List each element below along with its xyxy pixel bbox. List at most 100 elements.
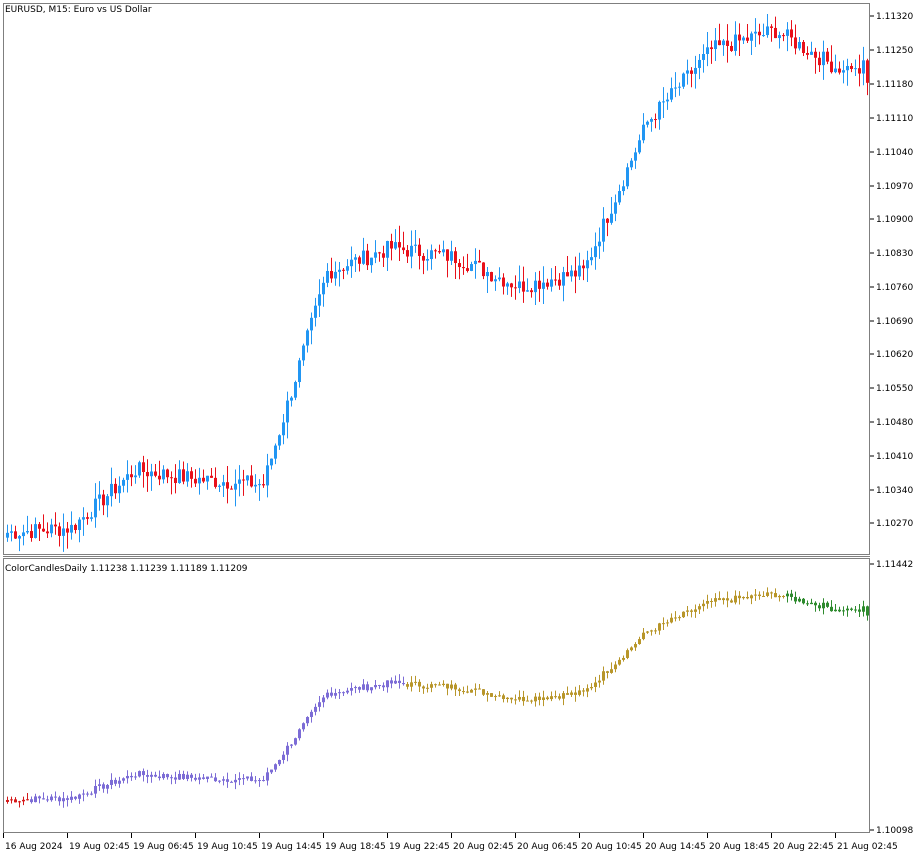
indicator-candle xyxy=(82,789,85,802)
price-tick-label: 1.10970 xyxy=(876,182,913,192)
indicator-candle xyxy=(730,598,733,603)
indicator-candle xyxy=(442,680,445,687)
indicator-candle xyxy=(266,767,269,786)
indicator-candle-body xyxy=(314,706,317,712)
main-candle xyxy=(166,468,169,484)
main-candle-body xyxy=(722,40,725,46)
indicator-candle-body xyxy=(258,780,261,782)
main-candle-body xyxy=(38,524,41,529)
main-candle-body xyxy=(586,260,589,269)
indicator-candle xyxy=(70,791,73,803)
indicator-candle-body xyxy=(254,780,257,782)
price-tick-label: 1.10900 xyxy=(876,215,913,225)
indicator-candle xyxy=(750,594,753,605)
indicator-candle-body xyxy=(218,780,221,782)
indicator-candle-body xyxy=(802,598,805,604)
indicator-candle xyxy=(334,688,337,699)
main-candle xyxy=(834,54,837,74)
indicator-candle-body xyxy=(210,776,213,778)
main-candle-body xyxy=(458,263,461,268)
main-candle xyxy=(626,163,629,190)
indicator-candle-body xyxy=(78,794,81,799)
time-tick-label: 20 Aug 14:45 xyxy=(645,842,706,852)
indicator-candle xyxy=(138,770,141,778)
indicator-candle-body xyxy=(706,600,709,604)
main-candle-body xyxy=(118,485,121,494)
indicator-candle xyxy=(110,773,113,790)
main-candle-body xyxy=(414,244,417,246)
main-candle-body xyxy=(522,281,525,292)
main-candle xyxy=(802,39,805,57)
main-candle xyxy=(146,459,149,492)
main-candle xyxy=(750,31,753,56)
indicator-candle xyxy=(754,589,757,601)
indicator-candle-body xyxy=(862,606,865,612)
indicator-candle xyxy=(570,690,573,698)
main-candle xyxy=(350,246,353,278)
main-candle-body xyxy=(370,257,373,266)
main-candle xyxy=(442,240,445,257)
indicator-candle-body xyxy=(326,692,329,698)
indicator-candle xyxy=(298,728,301,741)
main-candle-body xyxy=(678,86,681,88)
main-candle xyxy=(542,266,545,304)
main-candle xyxy=(186,463,189,487)
main-candle-body xyxy=(230,488,233,490)
main-candle xyxy=(258,479,261,501)
indicator-candle xyxy=(626,648,629,660)
main-candle xyxy=(806,46,809,60)
main-candle-body xyxy=(838,68,841,73)
indicator-candle xyxy=(618,657,621,666)
main-candle-body xyxy=(30,531,33,538)
indicator-candle xyxy=(206,776,209,783)
main-candle-body xyxy=(806,52,809,55)
indicator-candle xyxy=(582,688,585,697)
main-candle-body xyxy=(206,475,209,482)
indicator-candle xyxy=(470,688,473,693)
indicator-candle-body xyxy=(678,617,681,619)
indicator-candle-body xyxy=(110,779,113,785)
indicator-candle xyxy=(162,772,165,780)
main-candle-body xyxy=(542,282,545,289)
indicator-candle-body xyxy=(94,785,97,794)
indicator-candle xyxy=(230,780,233,783)
main-candle xyxy=(498,267,501,282)
price-tick-label: 1.11040 xyxy=(876,148,913,158)
main-candle-body xyxy=(174,477,177,484)
indicator-candle-body xyxy=(274,764,277,770)
indicator-candle-body xyxy=(142,771,145,776)
price-tick-label: 1.11250 xyxy=(876,46,913,56)
indicator-candle-body xyxy=(182,773,185,779)
indicator-candle xyxy=(454,682,457,696)
indicator-candle xyxy=(242,774,245,785)
indicator-candle xyxy=(746,591,749,600)
indicator-candle xyxy=(590,683,593,691)
main-candle xyxy=(390,233,393,261)
main-candle-body xyxy=(490,272,493,282)
indicator-candle-body xyxy=(758,594,761,597)
indicator-candle-body xyxy=(438,684,441,686)
indicator-candle xyxy=(202,774,205,780)
main-candle-body xyxy=(778,35,781,39)
main-candle xyxy=(434,248,437,259)
indicator-candle-body xyxy=(590,686,593,689)
indicator-candle-body xyxy=(478,688,481,690)
main-candle xyxy=(154,464,157,478)
indicator-candle xyxy=(406,682,409,690)
main-candle xyxy=(98,481,101,511)
indicator-candle xyxy=(502,693,505,703)
indicator-candle xyxy=(118,776,121,788)
indicator-candle xyxy=(594,676,597,693)
indicator-candle xyxy=(702,599,705,612)
indicator-candle xyxy=(534,693,537,707)
main-candle-body xyxy=(222,482,225,486)
main-candle-body xyxy=(798,41,801,49)
indicator-candle-body xyxy=(306,717,309,724)
indicator-candle xyxy=(698,603,701,614)
main-candle-body xyxy=(730,45,733,51)
indicator-candle-body xyxy=(822,602,825,609)
main-candle xyxy=(426,249,429,271)
indicator-candle-body xyxy=(602,671,605,681)
